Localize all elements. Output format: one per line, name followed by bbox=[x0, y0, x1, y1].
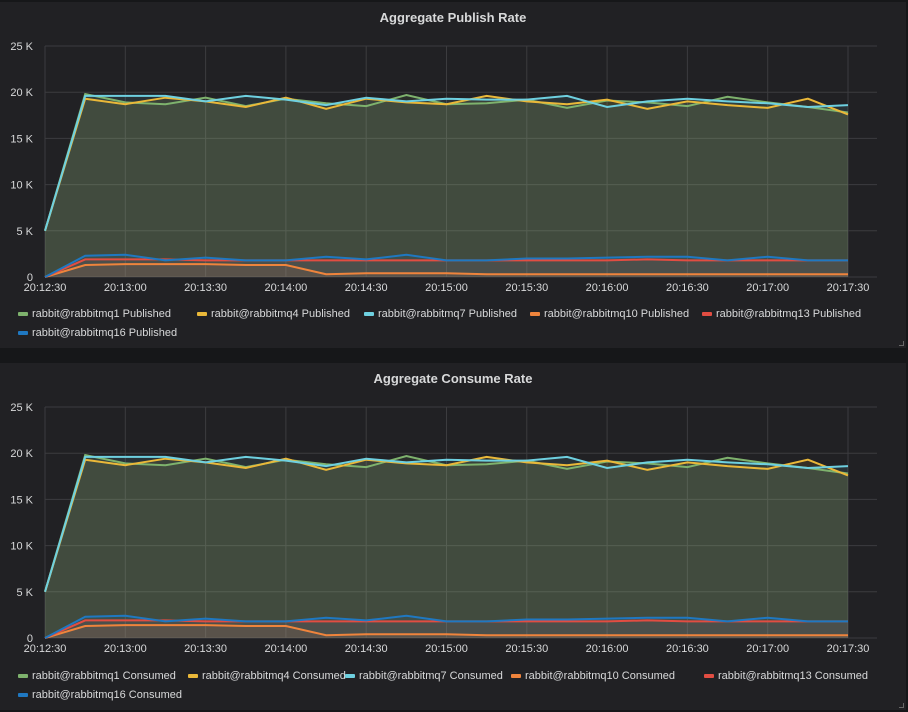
series-line-2[interactable] bbox=[44, 455, 849, 593]
legend-label: rabbit@rabbitmq7 Consumed bbox=[359, 670, 503, 682]
x-tick-label: 20:15:00 bbox=[425, 282, 468, 294]
legend-color-swatch bbox=[704, 674, 714, 679]
x-tick-label: 20:16:30 bbox=[666, 282, 709, 294]
series-line-3[interactable] bbox=[44, 624, 848, 639]
x-tick-label: 20:12:30 bbox=[24, 282, 67, 294]
x-tick-label: 20:14:30 bbox=[345, 282, 388, 294]
legend-color-swatch bbox=[197, 312, 207, 317]
panel-title[interactable]: Aggregate Consume Rate bbox=[373, 371, 533, 386]
legend-item[interactable]: rabbit@rabbitmq1 Consumed bbox=[18, 670, 176, 682]
legend-item[interactable]: rabbit@rabbitmq7 Consumed bbox=[345, 670, 503, 682]
legend-color-swatch bbox=[18, 693, 28, 698]
y-tick-label: 25 K bbox=[10, 402, 33, 414]
y-tick-label: 0 bbox=[27, 633, 33, 645]
x-tick-label: 20:17:30 bbox=[827, 282, 870, 294]
legend-label: rabbit@rabbitmq13 Published bbox=[716, 308, 862, 320]
y-tick-label: 5 K bbox=[16, 226, 33, 238]
y-tick-label: 25 K bbox=[10, 41, 33, 53]
resize-handle[interactable] bbox=[899, 703, 904, 708]
legend-item[interactable]: rabbit@rabbitmq7 Published bbox=[364, 308, 517, 320]
y-tick-label: 20 K bbox=[10, 87, 33, 99]
y-tick-label: 10 K bbox=[10, 541, 33, 553]
legend-label: rabbit@rabbitmq13 Consumed bbox=[718, 670, 868, 682]
legend-item[interactable]: rabbit@rabbitmq4 Consumed bbox=[188, 670, 346, 682]
x-tick-label: 20:17:30 bbox=[827, 643, 870, 655]
x-tick-label: 20:15:30 bbox=[505, 643, 548, 655]
legend-color-swatch bbox=[530, 312, 540, 317]
series-line-5[interactable] bbox=[44, 253, 848, 278]
series-area-3 bbox=[45, 264, 848, 277]
series-area-2 bbox=[45, 95, 848, 278]
series-area-1 bbox=[45, 95, 848, 278]
series-line-1[interactable] bbox=[44, 455, 849, 593]
legend-label: rabbit@rabbitmq1 Consumed bbox=[32, 670, 176, 682]
consume-rate-chart: 0 5 K 10 K 15 K 20 K 25 K 20:12:30 20:13:00 20:1… bbox=[10, 402, 877, 655]
x-tick-label: 20:15:00 bbox=[425, 643, 468, 655]
panel-title[interactable]: Aggregate Publish Rate bbox=[379, 10, 527, 25]
legend-color-swatch bbox=[511, 674, 521, 679]
legend-label: rabbit@rabbitmq4 Consumed bbox=[202, 670, 346, 682]
legend-item[interactable]: rabbit@rabbitmq13 Published bbox=[702, 308, 861, 320]
legend-item[interactable]: rabbit@rabbitmq4 Published bbox=[197, 308, 350, 320]
x-tick-label: 20:17:00 bbox=[746, 282, 789, 294]
consume-rate-panel: Aggregate Consume Rate 0 5 K 10 K 15 K 20 K 2… bbox=[0, 363, 906, 710]
legend-item[interactable]: rabbit@rabbitmq10 Published bbox=[530, 308, 689, 320]
x-tick-label: 20:14:00 bbox=[264, 643, 307, 655]
legend-item[interactable]: rabbit@rabbitmq16 Consumed bbox=[18, 689, 182, 701]
x-tick-label: 20:16:00 bbox=[586, 282, 629, 294]
legend-color-swatch bbox=[345, 674, 355, 679]
x-tick-label: 20:14:30 bbox=[345, 643, 388, 655]
x-tick-label: 20:13:30 bbox=[184, 282, 227, 294]
x-tick-label: 20:16:30 bbox=[666, 643, 709, 655]
y-tick-label: 15 K bbox=[10, 133, 33, 145]
y-tick-label: 15 K bbox=[10, 494, 33, 506]
legend-label: rabbit@rabbitmq16 Consumed bbox=[32, 689, 182, 701]
x-tick-label: 20:17:00 bbox=[746, 643, 789, 655]
legend-color-swatch bbox=[18, 312, 28, 317]
x-tick-label: 20:13:30 bbox=[184, 643, 227, 655]
y-tick-label: 0 bbox=[27, 272, 33, 284]
x-tick-label: 20:14:00 bbox=[264, 282, 307, 294]
legend-color-swatch bbox=[18, 331, 28, 336]
legend-item[interactable]: rabbit@rabbitmq10 Consumed bbox=[511, 670, 675, 682]
legend-label: rabbit@rabbitmq1 Published bbox=[32, 308, 171, 320]
legend-color-swatch bbox=[18, 674, 28, 679]
legend-item[interactable]: rabbit@rabbitmq1 Published bbox=[18, 308, 171, 320]
series-area-1 bbox=[45, 456, 848, 638]
series-area-0 bbox=[45, 455, 848, 638]
legend-label: rabbit@rabbitmq7 Published bbox=[378, 308, 517, 320]
series-line-2[interactable] bbox=[44, 94, 849, 232]
series-line-5[interactable] bbox=[44, 614, 848, 639]
legend-color-swatch bbox=[702, 312, 712, 317]
x-tick-label: 20:13:00 bbox=[104, 282, 147, 294]
y-tick-label: 10 K bbox=[10, 180, 33, 192]
publish-rate-panel: Aggregate Publish Rate 0 5 K 10 K 15 K 20 K 2… bbox=[0, 2, 906, 348]
series-area-3 bbox=[45, 625, 848, 638]
x-tick-label: 20:12:30 bbox=[24, 643, 67, 655]
resize-handle[interactable] bbox=[899, 341, 904, 346]
series-area-2 bbox=[45, 456, 848, 638]
legend-color-swatch bbox=[364, 312, 374, 317]
y-tick-label: 20 K bbox=[10, 448, 33, 460]
series-area-4 bbox=[45, 259, 848, 277]
series-line-3[interactable] bbox=[44, 263, 848, 278]
legend-item[interactable]: rabbit@rabbitmq16 Published bbox=[18, 327, 177, 339]
series-area-0 bbox=[45, 94, 848, 277]
y-tick-label: 5 K bbox=[16, 587, 33, 599]
legend-label: rabbit@rabbitmq10 Consumed bbox=[525, 670, 675, 682]
series-area-4 bbox=[45, 620, 848, 638]
legend-item[interactable]: rabbit@rabbitmq13 Consumed bbox=[704, 670, 868, 682]
series-line-1[interactable] bbox=[44, 94, 849, 232]
x-tick-label: 20:15:30 bbox=[505, 282, 548, 294]
publish-rate-chart: 0 5 K 10 K 15 K 20 K 25 K 20:12:30 20:13:00 20:1… bbox=[10, 41, 877, 294]
x-tick-label: 20:13:00 bbox=[104, 643, 147, 655]
legend-color-swatch bbox=[188, 674, 198, 679]
legend-label: rabbit@rabbitmq16 Published bbox=[32, 327, 178, 339]
legend-label: rabbit@rabbitmq10 Published bbox=[544, 308, 690, 320]
x-tick-label: 20:16:00 bbox=[586, 643, 629, 655]
legend-label: rabbit@rabbitmq4 Published bbox=[211, 308, 350, 320]
